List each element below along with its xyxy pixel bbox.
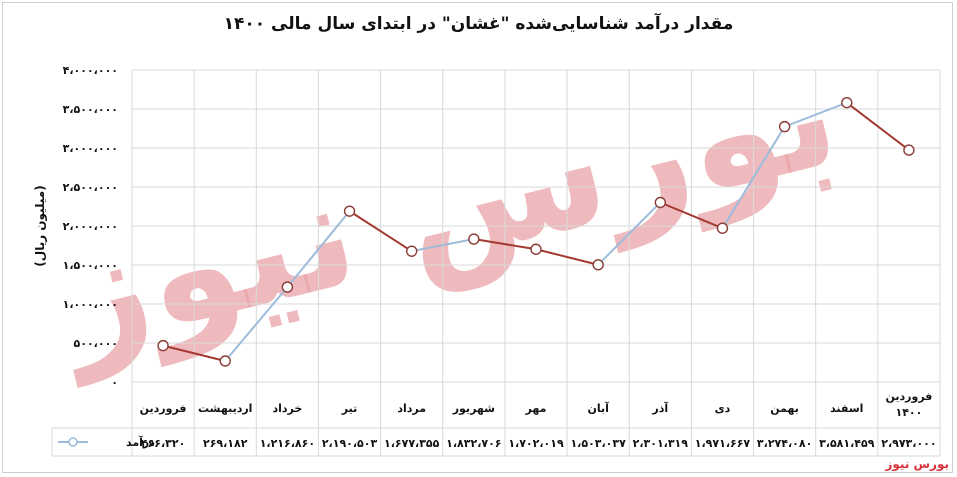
data-point bbox=[716, 222, 729, 234]
data-point bbox=[592, 259, 604, 271]
y-tick-label: ۳،۰۰۰،۰۰۰ bbox=[63, 142, 118, 155]
series-line-segment bbox=[784, 101, 848, 128]
category-label: آذر bbox=[651, 401, 668, 415]
y-tick-label: ۵۰۰،۰۰۰ bbox=[74, 337, 118, 350]
data-point bbox=[219, 355, 231, 367]
category-label: شهریور bbox=[452, 402, 495, 415]
data-table-value: ۱،۸۳۲،۷۰۶ bbox=[446, 437, 501, 450]
data-point bbox=[530, 243, 542, 255]
watermark: بورس نیوز bbox=[35, 25, 854, 389]
data-point bbox=[778, 120, 791, 133]
chart-title: مقدار درآمد شناسایی‌شده "غشان" در ابتدای… bbox=[223, 14, 734, 34]
y-tick-label: ۳،۵۰۰،۰۰۰ bbox=[63, 103, 118, 116]
series-line-segment bbox=[162, 344, 226, 362]
series-line-segment bbox=[597, 201, 662, 266]
series-line-segment bbox=[846, 101, 910, 151]
brand-label: بورس نیوز bbox=[885, 457, 949, 471]
y-tick-label: ۲،۵۰۰،۰۰۰ bbox=[63, 181, 118, 194]
data-table-value: ۱،۷۰۲،۰۱۹ bbox=[508, 437, 564, 450]
data-point bbox=[405, 245, 418, 257]
y-tick-label: ۴،۰۰۰،۰۰۰ bbox=[63, 64, 118, 77]
category-label: مرداد bbox=[397, 402, 426, 415]
data-table-value: ۲،۳۰۱،۳۱۹ bbox=[633, 437, 689, 450]
series-line-segment bbox=[473, 238, 537, 251]
series-line-segment bbox=[224, 286, 289, 362]
data-point bbox=[841, 96, 853, 109]
data-point bbox=[281, 281, 294, 293]
category-label-line2: ۱۴۰۰ bbox=[895, 406, 922, 419]
series-line-segment bbox=[411, 238, 475, 253]
data-table-value: ۱،۵۰۳،۰۳۷ bbox=[570, 437, 626, 450]
category-label: آبان bbox=[587, 401, 609, 415]
category-label: فروردین bbox=[885, 390, 932, 403]
data-table-value: ۳،۵۸۱،۴۵۹ bbox=[819, 437, 875, 450]
y-tick-label: ۰ bbox=[111, 376, 118, 389]
data-point bbox=[903, 144, 915, 156]
data-table-value: ۲،۱۹۰،۵۰۳ bbox=[322, 437, 378, 450]
series-line-segment bbox=[348, 210, 413, 253]
series-line-segment bbox=[535, 248, 599, 266]
category-label: اسفند bbox=[830, 402, 863, 415]
data-point bbox=[157, 339, 169, 352]
series-line-segment bbox=[721, 126, 786, 229]
data-point bbox=[654, 196, 667, 209]
y-tick-label: ۲،۰۰۰،۰۰۰ bbox=[63, 220, 118, 233]
y-tick-label: ۱،۵۰۰،۰۰۰ bbox=[63, 259, 118, 272]
legend-label: درآمد bbox=[126, 435, 155, 449]
data-point bbox=[468, 233, 480, 245]
y-tick-label: ۱،۰۰۰،۰۰۰ bbox=[63, 298, 118, 311]
data-point bbox=[343, 205, 356, 217]
data-table-value: ۱،۶۷۷،۳۵۵ bbox=[384, 437, 440, 450]
series-line-segment bbox=[659, 201, 723, 230]
data-table-value: ۱،۲۱۶،۸۶۰ bbox=[260, 437, 315, 450]
category-label: مهر bbox=[525, 402, 547, 415]
data-table-value: ۲۶۹،۱۸۲ bbox=[203, 437, 248, 450]
category-label: بهمن bbox=[770, 402, 799, 415]
series-line-segment bbox=[286, 210, 351, 288]
legend-marker bbox=[68, 437, 78, 447]
category-label: خرداد bbox=[272, 402, 302, 415]
y-axis-title: (میلیون ریال) bbox=[33, 185, 48, 266]
category-label: اردیبهشت bbox=[198, 402, 252, 415]
data-table-value: ۴۶۶،۳۲۰ bbox=[141, 437, 185, 450]
data-table-value: ۳،۲۷۴،۰۸۰ bbox=[757, 437, 812, 450]
category-label: تیر bbox=[341, 402, 357, 415]
data-table-value: ۱،۹۷۱،۶۶۷ bbox=[695, 437, 751, 450]
category-label: دی bbox=[715, 402, 731, 415]
category-label: فروردین bbox=[140, 402, 187, 415]
data-table-value: ۲،۹۷۳،۰۰۰ bbox=[881, 437, 936, 450]
